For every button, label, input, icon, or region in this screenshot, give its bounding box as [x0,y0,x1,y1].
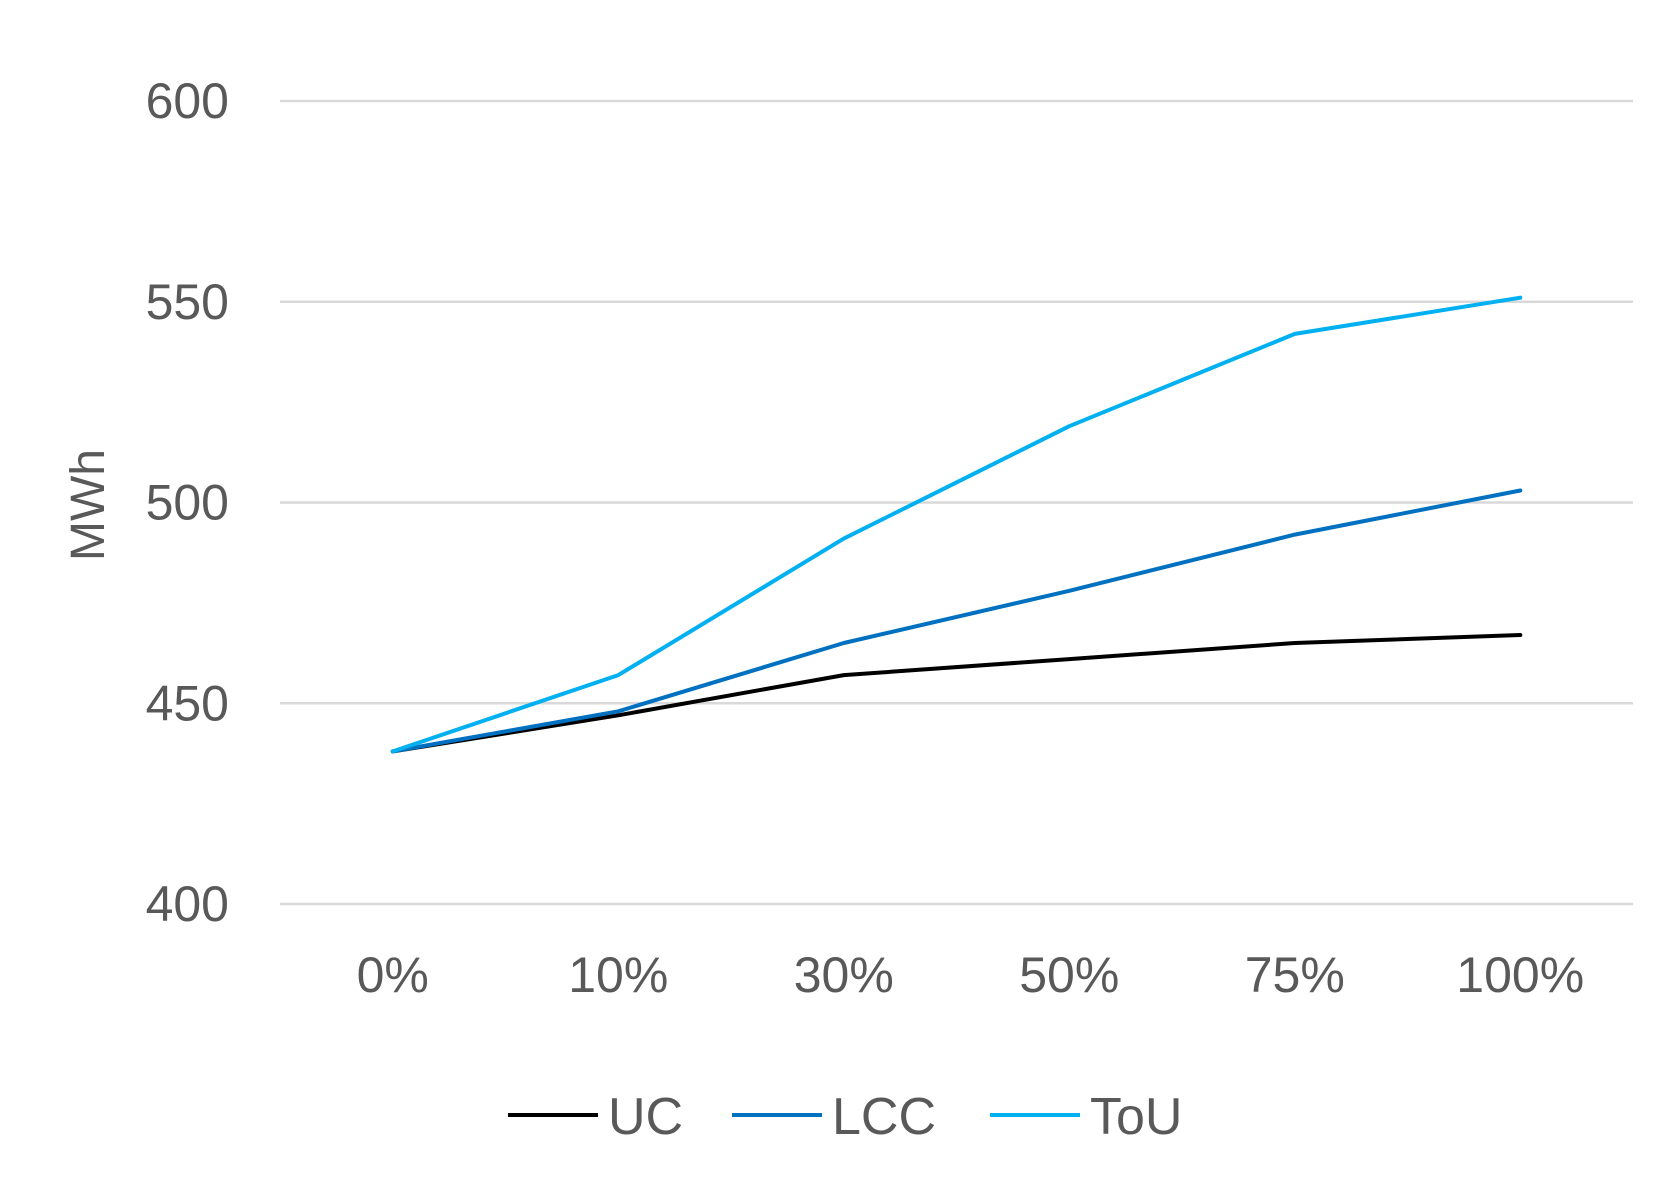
x-tick-label: 0% [357,947,429,1003]
legend-label-tou: ToU [1090,1088,1182,1146]
series-line-tou [390,295,1523,754]
y-axis-tick-labels: 400 450 500 550 600 [146,73,229,932]
x-tick-label: 10% [568,947,668,1003]
x-axis-tick-labels: 0% 10% 30% 50% 75% 100% [357,947,1585,1003]
y-tick-label: 500 [146,475,229,531]
series-line-uc [390,633,1523,754]
legend-label-lcc: LCC [832,1088,936,1146]
y-tick-label: 400 [146,876,229,932]
x-tick-label: 30% [794,947,894,1003]
series-lines [390,295,1523,754]
x-tick-label: 100% [1456,947,1584,1003]
y-tick-label: 600 [146,73,229,129]
x-tick-label: 50% [1019,947,1119,1003]
x-tick-label: 75% [1245,947,1345,1003]
y-tick-label: 550 [146,274,229,330]
y-axis-title: MWh [62,449,115,561]
y-tick-label: 450 [146,675,229,731]
legend-label-uc: UC [608,1088,683,1146]
legend: UC LCC ToU [508,1088,1182,1146]
gridlines [280,99,1633,906]
series-line-lcc [390,488,1523,754]
